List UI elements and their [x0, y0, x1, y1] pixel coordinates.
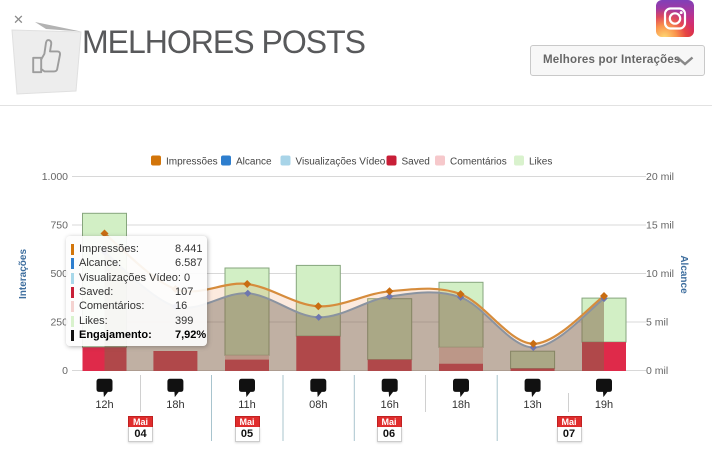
- svg-text:13h: 13h: [523, 399, 541, 411]
- svg-text:Visualizações Vídeo: Visualizações Vídeo: [296, 157, 386, 168]
- svg-text:Interações: Interações: [18, 249, 29, 299]
- svg-text:750: 750: [50, 220, 68, 232]
- svg-text:Alcance: Alcance: [678, 255, 689, 294]
- svg-text:Comentários: Comentários: [450, 157, 507, 168]
- svg-text:Alcance: Alcance: [236, 157, 272, 168]
- svg-text:250: 250: [50, 317, 68, 329]
- svg-text:16h: 16h: [381, 399, 399, 411]
- svg-text:0: 0: [62, 365, 68, 377]
- svg-text:20 mil: 20 mil: [646, 171, 674, 183]
- svg-text:18h: 18h: [452, 399, 470, 411]
- svg-text:15 mil: 15 mil: [646, 220, 674, 232]
- svg-text:18h: 18h: [166, 399, 184, 411]
- svg-text:11h: 11h: [238, 399, 256, 411]
- svg-text:Saved: Saved: [402, 157, 430, 168]
- svg-text:10 mil: 10 mil: [646, 268, 674, 280]
- svg-text:500: 500: [50, 268, 68, 280]
- svg-text:Likes: Likes: [529, 157, 552, 168]
- svg-text:5 mil: 5 mil: [646, 317, 668, 329]
- svg-text:1.000: 1.000: [42, 171, 68, 183]
- svg-text:08h: 08h: [309, 399, 327, 411]
- svg-text:Impressões: Impressões: [166, 157, 218, 168]
- svg-text:0 mil: 0 mil: [646, 365, 668, 377]
- svg-text:12h: 12h: [95, 399, 113, 411]
- svg-text:19h: 19h: [595, 399, 613, 411]
